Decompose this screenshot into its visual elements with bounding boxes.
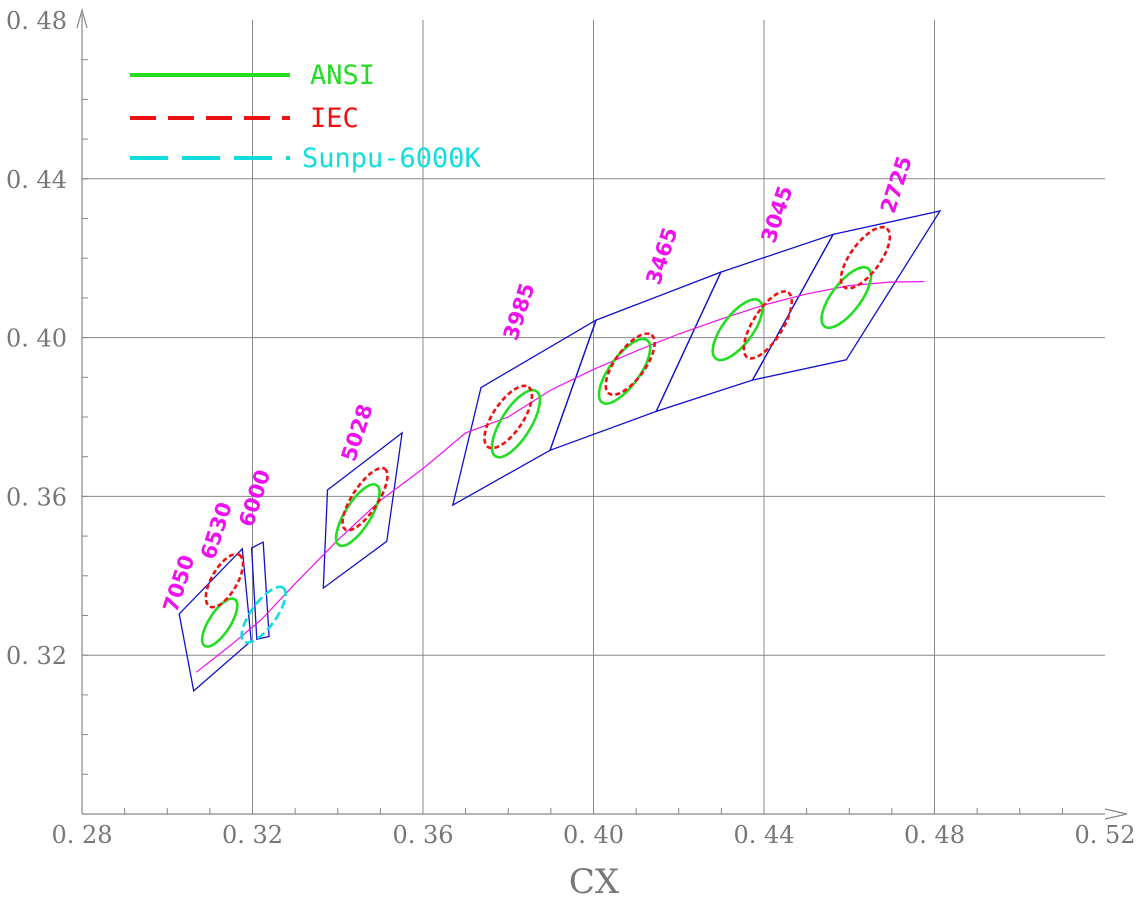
quadrangle-6000 <box>250 541 270 641</box>
iec-ellipse-3045 <box>742 290 794 360</box>
y-tick-label: 0. 40 <box>6 325 67 353</box>
x-tick-label: 0. 48 <box>904 821 965 849</box>
x-axis-title: CX <box>569 862 620 902</box>
y-tick-label: 0. 36 <box>6 483 67 511</box>
x-tick-label: 0. 28 <box>51 821 112 849</box>
iec-ellipse-3465 <box>604 332 656 397</box>
planckian-locus <box>195 281 925 673</box>
x-axis-arrow <box>1104 808 1128 820</box>
planckian-locus-curve <box>195 281 925 673</box>
y-tick-label: 0. 32 <box>6 642 67 670</box>
macadam-ellipses <box>200 225 892 648</box>
iec-ellipse-3985 <box>483 384 534 450</box>
y-tick-label: 0. 44 <box>6 166 67 194</box>
grid <box>82 20 1105 814</box>
x-tick-label: 0. 52 <box>1074 821 1135 849</box>
cct-label-3465: 3465 <box>641 225 682 288</box>
x-tick-label: 0. 36 <box>392 821 453 849</box>
x-tick-label: 0. 40 <box>563 821 624 849</box>
quadrangle-5028 <box>322 431 403 590</box>
ansi-ellipse-6530 <box>200 597 239 648</box>
tick-labels: 0. 28 0. 32 0. 36 0. 40 0. 44 0. 48 0. 52 0. 32… <box>6 7 1136 849</box>
tolerance-quadrangles <box>178 210 942 693</box>
ansi-ellipse-2725 <box>820 266 873 329</box>
quadrangle-2725 <box>751 210 942 382</box>
iec-ellipse-5028 <box>341 466 389 532</box>
iec-ellipse-6530 <box>204 552 245 609</box>
axes <box>76 7 1128 820</box>
ansi-ellipse-3985 <box>490 388 542 459</box>
ansi-ellipse-3045 <box>711 298 764 362</box>
cct-label-6530: 6530 <box>196 499 237 562</box>
legend: ANSI IEC Sunpu-6000K <box>130 60 482 174</box>
ansi-ellipse-3465 <box>597 337 652 405</box>
y-axis-arrow <box>76 7 88 29</box>
cct-label-2725: 2725 <box>876 153 917 216</box>
x-tick-label: 0. 32 <box>222 821 283 849</box>
ansi-ellipse-5028 <box>334 483 381 548</box>
cct-label-5028: 5028 <box>337 401 378 464</box>
legend-label-ansi: ANSI <box>310 60 375 91</box>
quadrangle-3045 <box>654 233 835 413</box>
x-tick-label: 0. 44 <box>733 821 794 849</box>
legend-label-iec: IEC <box>310 103 359 134</box>
iec-ellipse-2725 <box>839 225 892 290</box>
cct-label-3045: 3045 <box>757 183 798 246</box>
legend-label-sunpu-6000k: Sunpu-6000K <box>302 143 482 174</box>
quadrangle-3985 <box>451 318 598 507</box>
cct-label-7050: 7050 <box>159 552 200 615</box>
cct-label-6000: 6000 <box>234 467 275 530</box>
y-tick-label: 0. 48 <box>6 7 67 35</box>
cct-label-3985: 3985 <box>499 280 540 343</box>
quadrangle-3465 <box>548 270 723 452</box>
sunpu-6000k-ellipse-6000 <box>240 585 287 644</box>
